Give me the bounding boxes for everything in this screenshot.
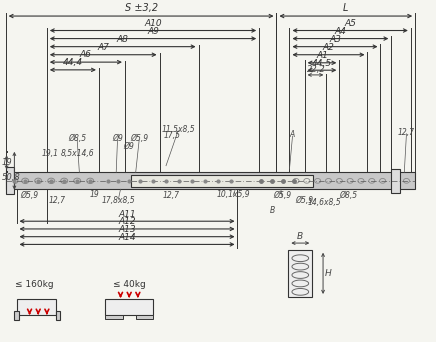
Bar <box>136 315 153 319</box>
Text: A11: A11 <box>118 210 136 219</box>
Text: 10,1x5,9: 10,1x5,9 <box>216 190 250 199</box>
Text: Ø5,9: Ø5,9 <box>273 192 291 200</box>
Bar <box>391 169 400 193</box>
Text: ≤ 40kg: ≤ 40kg <box>113 280 146 289</box>
Text: 19,1: 19,1 <box>42 149 59 158</box>
Text: A: A <box>290 130 295 139</box>
Text: Ø9: Ø9 <box>112 134 123 143</box>
Text: 50,8: 50,8 <box>2 173 21 182</box>
Text: 12,7: 12,7 <box>163 192 180 200</box>
Text: 22,2: 22,2 <box>307 65 326 74</box>
Text: A9: A9 <box>147 27 159 36</box>
Text: Ø9: Ø9 <box>124 142 135 151</box>
Text: A6: A6 <box>80 50 92 60</box>
Text: Ø8,5: Ø8,5 <box>68 134 86 143</box>
Text: A14: A14 <box>118 233 136 242</box>
Bar <box>131 175 313 187</box>
Text: 19: 19 <box>1 158 12 167</box>
Text: B: B <box>297 233 303 241</box>
Text: 19: 19 <box>90 190 99 199</box>
Text: A2: A2 <box>323 43 334 52</box>
Text: B: B <box>269 206 275 215</box>
Bar <box>106 299 153 315</box>
Bar <box>6 172 415 189</box>
Text: 17,5: 17,5 <box>164 131 181 140</box>
Text: Ø5,9: Ø5,9 <box>20 192 39 200</box>
Bar <box>288 250 312 297</box>
Text: A10: A10 <box>144 19 162 28</box>
Text: A13: A13 <box>118 225 136 234</box>
Text: 12,7: 12,7 <box>398 128 415 137</box>
Bar <box>106 315 123 319</box>
Text: 11,5x8,5: 11,5x8,5 <box>161 125 195 134</box>
Text: H: H <box>325 269 332 278</box>
Text: A4: A4 <box>334 27 346 36</box>
Text: A8: A8 <box>117 35 129 44</box>
Text: Ø8,5: Ø8,5 <box>339 191 357 200</box>
Text: 8,5x14,6: 8,5x14,6 <box>61 149 94 158</box>
Text: A5: A5 <box>344 19 356 28</box>
Text: Ø5,9: Ø5,9 <box>296 196 314 205</box>
Text: 44,5: 44,5 <box>312 58 332 67</box>
Text: A1: A1 <box>316 51 328 60</box>
Text: A12: A12 <box>118 217 136 226</box>
Text: 44,4: 44,4 <box>63 58 83 67</box>
Text: A7: A7 <box>97 43 109 52</box>
Bar <box>14 311 19 320</box>
Text: A3: A3 <box>329 35 341 44</box>
Bar <box>55 311 60 320</box>
Text: L: L <box>343 3 348 13</box>
Bar <box>17 299 55 315</box>
Bar <box>6 167 14 194</box>
Text: 14,6x8,5: 14,6x8,5 <box>307 198 341 207</box>
Text: 17,8x8,5: 17,8x8,5 <box>102 196 135 205</box>
Text: 12,7: 12,7 <box>48 196 65 205</box>
Text: ≤ 160kg: ≤ 160kg <box>14 280 53 289</box>
Text: S ±3,2: S ±3,2 <box>125 3 158 13</box>
Text: Ø5,9: Ø5,9 <box>130 134 148 143</box>
